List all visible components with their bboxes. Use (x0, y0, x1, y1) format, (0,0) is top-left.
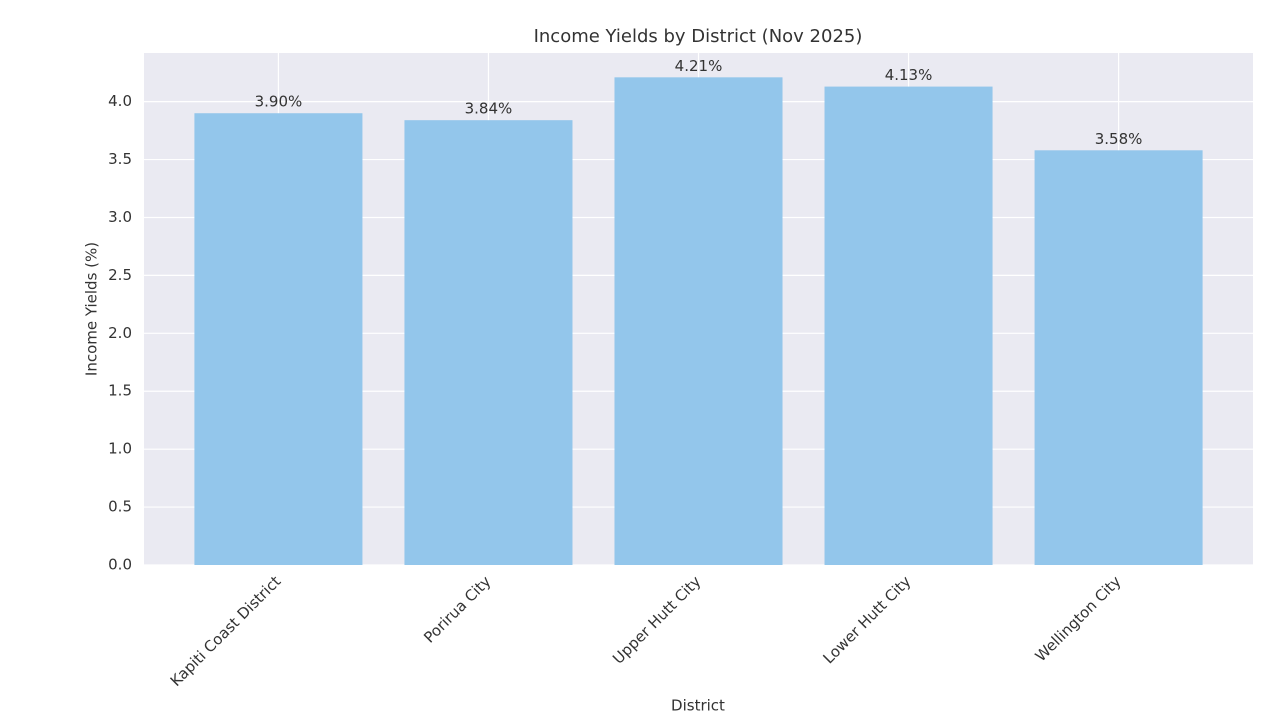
bar (824, 86, 993, 565)
bar (614, 77, 783, 565)
value-label: 3.90% (255, 93, 303, 111)
x-axis-label: District (671, 697, 725, 715)
bar (194, 113, 363, 565)
bar (404, 120, 573, 566)
y-tick-label: 2.5 (108, 266, 132, 284)
x-tick-label: Upper Hutt City (609, 572, 704, 667)
value-label: 4.13% (885, 66, 933, 84)
y-axis-label: Income Yields (%) (83, 242, 101, 376)
y-tick-label: 0.5 (108, 498, 132, 516)
bar (1034, 150, 1203, 565)
y-tick-label: 0.0 (108, 556, 132, 574)
value-label: 3.84% (465, 100, 513, 118)
y-tick-label: 3.5 (108, 150, 132, 168)
y-tick-label: 1.5 (108, 382, 132, 400)
chart-title: Income Yields by District (Nov 2025) (534, 26, 863, 47)
x-tick-label: Kapiti Coast District (167, 572, 285, 690)
x-tick-label: Lower Hutt City (819, 572, 914, 667)
x-tick-label: Porirua City (420, 572, 494, 646)
value-label: 4.21% (675, 57, 723, 75)
value-label: 3.58% (1095, 130, 1143, 148)
x-tick-label: Wellington City (1032, 572, 1125, 665)
y-tick-label: 3.0 (108, 208, 132, 226)
y-tick-label: 4.0 (108, 92, 132, 110)
y-tick-label: 1.0 (108, 440, 132, 458)
y-tick-label: 2.0 (108, 324, 132, 342)
